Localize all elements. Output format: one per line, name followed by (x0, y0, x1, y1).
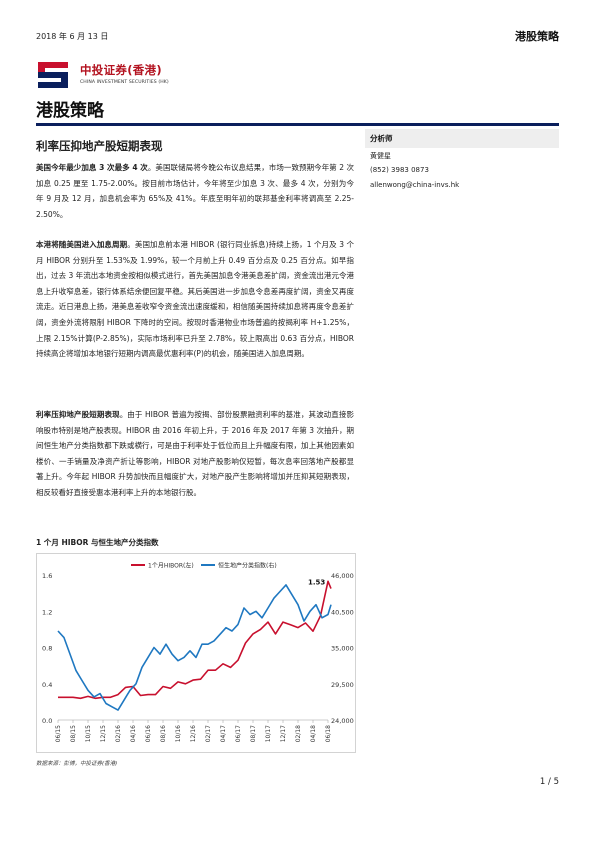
x-tick-label: 08/15 (70, 725, 77, 742)
x-tick-label: 10/16 (175, 725, 182, 742)
page-number: 1 / 5 (539, 777, 559, 787)
x-tick-label: 12/17 (280, 725, 287, 742)
y-right-tick-label: 46,000 (331, 572, 354, 580)
x-tick-label: 02/18 (295, 725, 302, 742)
y-right-tick-label: 24,000 (331, 717, 354, 725)
y-left-tick-label: 0.0 (42, 717, 52, 725)
y-left-tick-label: 1.6 (42, 572, 52, 580)
hibor-series-line (58, 580, 332, 700)
analyst-phone: (852) 3983 0873 (370, 166, 429, 174)
x-tick-label: 08/16 (160, 725, 167, 742)
x-tick-label: 06/15 (55, 725, 62, 742)
y-left-tick-label: 1.2 (42, 608, 52, 616)
analyst-heading-box (365, 129, 559, 148)
y-right-tick-label: 40,500 (331, 608, 354, 616)
company-logo: 中投证券(香港) CHINA INVESTMENT SECURITIES (HK… (36, 58, 186, 98)
x-tick-label: 02/17 (205, 725, 212, 742)
x-tick-label: 10/17 (265, 725, 272, 742)
report-date: 2018 年 6 月 13 日 (36, 32, 109, 41)
x-tick-label: 04/16 (130, 725, 137, 742)
x-tick-label: 06/18 (325, 725, 332, 742)
analyst-name: 黄健星 (370, 152, 391, 160)
paragraph-2-lead: 本港将随美国进入加息周期 (36, 240, 128, 249)
y-right-tick-label: 29,500 (331, 681, 354, 689)
property-index-series-line (57, 584, 332, 711)
page-title: 港股策略 (36, 101, 104, 121)
paragraph-1: 美国今年最少加息 3 次最多 4 次。美国联储局将今晚公布议息结果，市场一致预期… (36, 160, 354, 222)
x-tick-label: 08/17 (250, 725, 257, 742)
logo-name-cn: 中投证券(香港) (80, 63, 162, 77)
x-tick-label: 04/17 (220, 725, 227, 742)
chart-title: 1 个月 HIBOR 与恒生地产分类指数 (36, 538, 159, 547)
paragraph-1-lead: 美国今年最少加息 3 次最多 4 次 (36, 163, 148, 172)
y-left-tick-label: 0.4 (42, 681, 52, 689)
analyst-email[interactable]: allenwong@china-invs.hk (370, 181, 460, 189)
x-tick-label: 10/15 (85, 725, 92, 742)
legend-label: 恒生地产分类指数(右) (218, 562, 277, 570)
data-source: 数据来源：彭博，中投证券(香港) (36, 761, 118, 767)
x-tick-label: 02/16 (115, 725, 122, 742)
paragraph-3-lead: 利率压抑地产股短期表现 (36, 410, 120, 419)
analyst-heading: 分析师 (370, 134, 393, 143)
x-tick-label: 12/15 (100, 725, 107, 742)
article-title: 利率压抑地产股短期表现 (36, 139, 163, 153)
legend-label: 1个月HIBOR(左) (148, 562, 194, 570)
x-tick-label: 06/16 (145, 725, 152, 742)
hibor-index-chart: 0.0 0.4 0.8 1.2 1.6 24,000 29,500 35,000 40,500 4… (36, 553, 356, 753)
paragraph-3-text: 。由于 HIBOR 普遍为按揭、部份股票融资利率的基准，其波动直接影响股市特别是… (36, 410, 355, 497)
chart-frame (36, 553, 356, 753)
logo-name-en: CHINA INVESTMENT SECURITIES (HK) (80, 80, 169, 85)
paragraph-2-text: 。美国加息前本港 HIBOR (银行同业拆息)持续上扬，1 个月及 3 个月 H… (36, 240, 355, 359)
y-left-tick-label: 0.8 (42, 645, 52, 653)
x-tick-label: 04/18 (310, 725, 317, 742)
paragraph-2: 本港将随美国进入加息周期。美国加息前本港 HIBOR (银行同业拆息)持续上扬，… (36, 237, 354, 362)
hibor-peak-label: 1.53 (308, 578, 325, 586)
header-category: 港股策略 (515, 30, 559, 43)
paragraph-3: 利率压抑地产股短期表现。由于 HIBOR 普遍为按揭、部份股票融资利率的基准，其… (36, 407, 354, 501)
cisec-logo-icon (36, 58, 70, 92)
x-tick-label: 06/17 (235, 725, 242, 742)
y-right-tick-label: 35,000 (331, 645, 354, 653)
x-tick-label: 12/16 (190, 725, 197, 742)
title-divider (36, 123, 559, 126)
paragraph-1-text: 。美国联储局将今晚公布议息结果，市场一致预期今年第 2 次加息 0.25 厘至 … (36, 163, 354, 219)
